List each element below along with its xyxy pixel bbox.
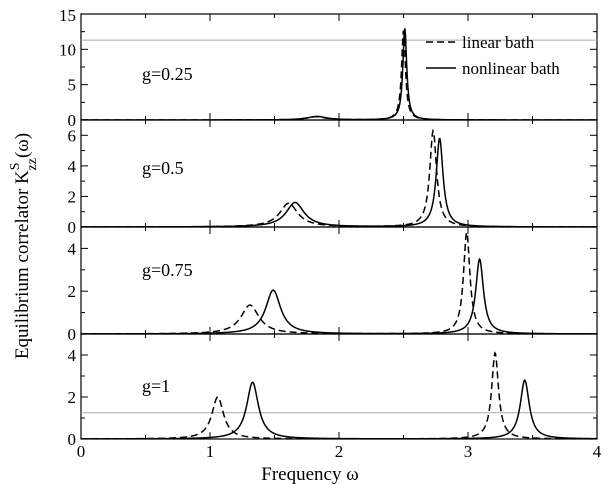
x-tick-label: 3 xyxy=(464,442,473,461)
y-tick-label: 2 xyxy=(68,282,77,301)
legend: linear bath nonlinear bath xyxy=(426,33,560,78)
x-tick-label: 1 xyxy=(206,442,215,461)
series-line-linear-bath xyxy=(81,230,597,334)
y-tick-label: 4 xyxy=(68,157,77,176)
y-axis-title-arg: (ω) xyxy=(12,133,33,158)
y-tick-label: 10 xyxy=(59,40,76,59)
legend-label-nonlinear: nonlinear bath xyxy=(462,59,560,78)
y-axis-title-sup: S xyxy=(8,162,23,170)
panel-label: g=0.25 xyxy=(142,64,193,84)
y-tick-label: 4 xyxy=(68,346,77,365)
panel-label: g=0.5 xyxy=(142,158,184,178)
y-tick-label: 15 xyxy=(59,6,76,25)
panel-label: g=1 xyxy=(142,376,170,396)
x-tick-label: 4 xyxy=(593,442,602,461)
panel-3: 0 2 4 g=0.75 xyxy=(68,226,598,344)
panel-frame xyxy=(80,226,598,335)
y-tick-label: 2 xyxy=(68,388,77,407)
x-tick-label: 0 xyxy=(77,442,86,461)
y-tick-label: 0 xyxy=(68,325,77,344)
y-axis-title-main: Equilibrium correlator K xyxy=(12,170,33,359)
y-tick-label: 0 xyxy=(68,111,77,130)
panels: 0 5 10 15 g=0.25 0 2 4 6 g=0.5 0 2 4 g=0.75 0 2 4 0 1 2 3 4 g=… xyxy=(59,6,602,461)
series-line-linear-bath xyxy=(81,128,597,227)
panel-2: 0 2 4 6 g=0.5 xyxy=(68,119,598,237)
y-tick-label: 6 xyxy=(68,126,77,145)
y-tick-label: 0 xyxy=(68,430,77,449)
series-line-nonlinear-bath xyxy=(81,137,597,227)
y-axis-title-sub: zz xyxy=(25,158,40,170)
series-line-nonlinear-bath xyxy=(81,379,597,439)
x-axis-title: Frequency ω xyxy=(261,464,358,484)
y-tick-label: 4 xyxy=(68,239,77,258)
legend-label-linear: linear bath xyxy=(462,33,535,52)
x-tick-label: 2 xyxy=(335,442,344,461)
panel-4: 0 2 4 0 1 2 3 4 g=1 xyxy=(68,333,602,461)
y-axis-title: Equilibrium correlator KS zz(ω) xyxy=(8,133,40,359)
y-tick-label: 5 xyxy=(68,76,77,95)
panel-label: g=0.75 xyxy=(142,260,193,280)
y-tick-label: 0 xyxy=(68,218,77,237)
y-tick-label: 2 xyxy=(68,187,77,206)
